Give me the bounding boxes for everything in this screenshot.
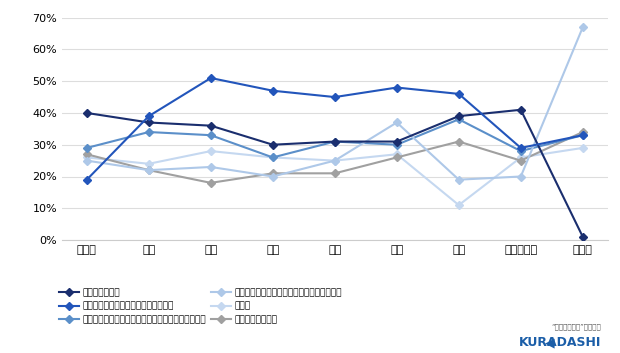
取り組んだ効果や成果が見えないから (455, 92, 463, 96)
特に理由はない (83, 111, 91, 115)
フードロスについて忘れてしまっているから (393, 120, 401, 125)
Line: 取り組んだ効果や成果が見えないから: 取り組んだ効果や成果が見えないから (84, 75, 585, 183)
その他 (83, 155, 91, 160)
その他 (269, 155, 277, 160)
Line: 特に理由はない: 特に理由はない (84, 107, 585, 240)
Line: フードロスについて忘れてしまっているから: フードロスについて忘れてしまっているから (84, 24, 585, 183)
フードロスについて忘れてしまっているから (579, 25, 587, 29)
手間がかかるから (331, 171, 339, 175)
特に理由はない (269, 143, 277, 147)
手間がかかるから (83, 152, 91, 156)
Line: 手間がかかるから: 手間がかかるから (84, 129, 585, 186)
フードロスについて忘れてしまっているから (207, 165, 215, 169)
フードロスについて忘れてしまっているから (269, 174, 277, 179)
気軽にフードロス削減に参画できる手段がないから (331, 139, 339, 144)
特に理由はない (393, 139, 401, 144)
取り組んだ効果や成果が見えないから (331, 95, 339, 99)
特に理由はない (145, 120, 153, 125)
気軽にフードロス削減に参画できる手段がないから (83, 146, 91, 150)
その他 (207, 149, 215, 153)
フードロスについて忘れてしまっているから (145, 168, 153, 172)
手間がかかるから (393, 155, 401, 160)
取り組んだ効果や成果が見えないから (579, 133, 587, 137)
特に理由はない (517, 108, 525, 112)
フードロスについて忘れてしまっているから (83, 158, 91, 163)
気軽にフードロス削減に参画できる手段がないから (517, 149, 525, 153)
気軽にフードロス削減に参画できる手段がないから (579, 133, 587, 137)
手間がかかるから (517, 158, 525, 163)
特に理由はない (455, 114, 463, 118)
手間がかかるから (207, 181, 215, 185)
気軽にフードロス削減に参画できる手段がないから (393, 143, 401, 147)
Line: その他: その他 (84, 145, 585, 208)
取り組んだ効果や成果が見えないから (207, 76, 215, 80)
取り組んだ効果や成果が見えないから (269, 89, 277, 93)
特に理由はない (331, 139, 339, 144)
取り組んだ効果や成果が見えないから (145, 114, 153, 118)
その他 (517, 155, 525, 160)
気軽にフードロス削減に参画できる手段がないから (455, 117, 463, 121)
気軽にフードロス削減に参画できる手段がないから (207, 133, 215, 137)
手間がかかるから (269, 171, 277, 175)
特に理由はない (207, 124, 215, 128)
その他 (455, 203, 463, 207)
気軽にフードロス削減に参画できる手段がないから (145, 130, 153, 134)
手間がかかるから (579, 130, 587, 134)
特に理由はない (579, 235, 587, 239)
フードロスについて忘れてしまっているから (517, 174, 525, 179)
Legend: 特に理由はない, 取り組んだ効果や成果が見えないから, 気軽にフードロス削減に参画できる手段がないから, フードロスについて忘れてしまっているから, その他, : 特に理由はない, 取り組んだ効果や成果が見えないから, 気軽にフードロス削減に参… (56, 285, 345, 328)
フードロスについて忘れてしまっているから (331, 158, 339, 163)
取り組んだ効果や成果が見えないから (517, 146, 525, 150)
Text: KURADASHI: KURADASHI (519, 336, 601, 349)
取り組んだ効果や成果が見えないから (393, 85, 401, 90)
取り組んだ効果や成果が見えないから (83, 178, 91, 182)
その他 (331, 158, 339, 163)
気軽にフードロス削減に参画できる手段がないから (269, 155, 277, 160)
その他 (393, 152, 401, 156)
手間がかかるから (145, 168, 153, 172)
その他 (579, 146, 587, 150)
Line: 気軽にフードロス削減に参画できる手段がないから: 気軽にフードロス削減に参画できる手段がないから (84, 116, 585, 160)
Text: ◀: ◀ (545, 336, 555, 349)
フードロスについて忘れてしまっているから (455, 178, 463, 182)
Text: “もったいない”を食べへ: “もったいない”を食べへ (552, 323, 601, 330)
手間がかかるから (455, 139, 463, 144)
その他 (145, 162, 153, 166)
